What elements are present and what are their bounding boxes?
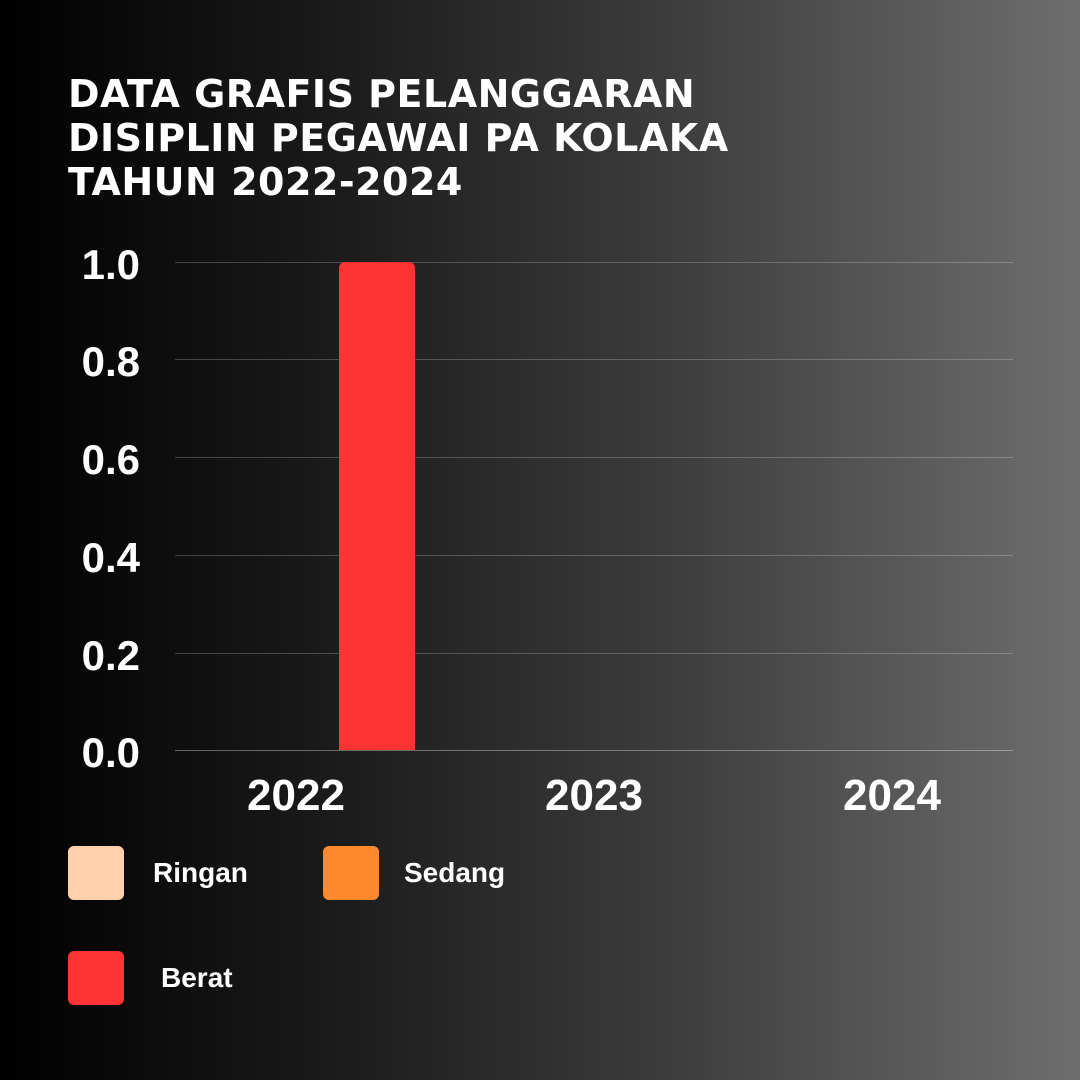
legend-item-berat: Berat — [68, 951, 233, 1005]
gridline-0-2 — [175, 653, 1013, 654]
chart-title-line-2: DISIPLIN PEGAWAI PA KOLAKA — [68, 116, 729, 160]
chart-title: DATA GRAFIS PELANGGARAN DISIPLIN PEGAWAI… — [68, 72, 729, 204]
y-tick-label: 0.0 — [81, 729, 140, 776]
y-tick-label: 0.6 — [81, 436, 140, 483]
bar-berat-2022 — [339, 262, 415, 750]
y-tick-label: 0.8 — [81, 338, 140, 385]
legend-label: Ringan — [153, 857, 248, 888]
gridline-0-6 — [175, 457, 1013, 458]
gridline-0-4 — [175, 555, 1013, 556]
x-tick-label: 2023 — [545, 771, 643, 820]
gridline-0-8 — [175, 359, 1013, 360]
y-tick-label: 1.0 — [81, 241, 140, 288]
legend-swatch-ringan — [68, 846, 124, 900]
x-axis-baseline — [175, 750, 1013, 751]
x-tick-label: 2024 — [843, 771, 941, 820]
chart-title-line-1: DATA GRAFIS PELANGGARAN — [68, 72, 696, 116]
legend-swatch-sedang — [323, 846, 379, 900]
gridline-1-0 — [175, 262, 1013, 263]
y-tick-label: 0.2 — [81, 632, 140, 679]
legend-item-sedang: Sedang — [323, 846, 505, 900]
chart-title-line-3: TAHUN 2022-2024 — [68, 160, 463, 204]
y-tick-label: 0.4 — [81, 534, 140, 581]
legend-label: Sedang — [404, 857, 506, 888]
legend-swatch-berat — [68, 951, 124, 1005]
legend-label: Berat — [161, 962, 233, 993]
legend-item-ringan: Ringan — [68, 846, 248, 900]
x-tick-label: 2022 — [247, 771, 345, 820]
